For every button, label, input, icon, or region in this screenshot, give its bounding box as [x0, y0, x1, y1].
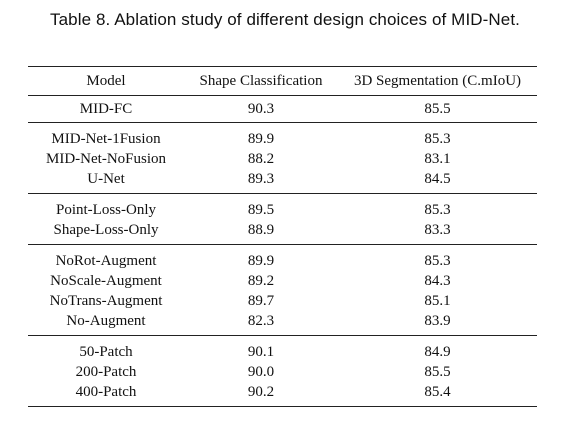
cell-3d-segmentation: 83.1 — [424, 151, 451, 167]
cell-3d-segmentation: 83.9 — [424, 313, 451, 329]
table-row: MID-Net-1Fusion 89.9 85.3 — [28, 122, 537, 149]
table-row: Point-Loss-Only 89.5 85.3 — [28, 193, 537, 220]
ablation-table-container: Model Shape Classification 3D Segmentati… — [28, 66, 537, 407]
table-row: 50-Patch 90.1 84.9 — [28, 335, 537, 362]
table-row: U-Net 89.3 84.5 — [28, 169, 537, 194]
ablation-table: Model Shape Classification 3D Segmentati… — [28, 66, 537, 407]
cell-shape-classification: 89.5 — [184, 193, 338, 220]
cell-model: Point-Loss-Only — [28, 193, 184, 220]
cell-shape-classification: 90.1 — [184, 335, 338, 362]
cell-model: 400-Patch — [28, 382, 184, 407]
table-group-baseline: MID-FC 90.3 85.5 — [28, 96, 537, 123]
table-row: 200-Patch 90.0 85.5 — [28, 362, 537, 382]
table-row: NoTrans-Augment 89.7 85.1 — [28, 291, 537, 311]
header-model: Model — [28, 66, 184, 96]
cell-3d-segmentation: 85.1 — [424, 293, 451, 309]
table-row: MID-Net-NoFusion 88.2 83.1 — [28, 149, 537, 169]
table-row: No-Augment 82.3 83.9 — [28, 311, 537, 336]
cell-shape-classification: 89.9 — [184, 244, 338, 271]
cell-model: MID-Net-1Fusion — [28, 122, 184, 149]
cell-model: MID-FC — [79, 101, 133, 117]
table-row: Shape-Loss-Only 88.9 83.3 — [28, 220, 537, 245]
cell-model: 50-Patch — [28, 335, 184, 362]
cell-3d-segmentation: 85.5 — [424, 101, 451, 117]
cell-3d-segmentation: 84.9 — [338, 335, 537, 362]
cell-model: NoScale-Augment — [50, 273, 162, 289]
table-group-patch: 50-Patch 90.1 84.9 200-Patch 90.0 85.5 4… — [28, 335, 537, 407]
table-row: NoRot-Augment 89.9 85.3 — [28, 244, 537, 271]
cell-model: NoRot-Augment — [28, 244, 184, 271]
cell-model: NoTrans-Augment — [49, 293, 163, 309]
cell-shape-classification: 90.3 — [247, 101, 275, 117]
table-group-architecture: MID-Net-1Fusion 89.9 85.3 MID-Net-NoFusi… — [28, 122, 537, 194]
cell-model: 200-Patch — [75, 364, 137, 380]
cell-shape-classification: 88.2 — [247, 151, 275, 167]
cell-3d-segmentation: 83.3 — [424, 222, 451, 238]
table-row: 400-Patch 90.2 85.4 — [28, 382, 537, 407]
cell-model: Shape-Loss-Only — [53, 222, 159, 238]
cell-shape-classification: 89.2 — [247, 273, 275, 289]
cell-3d-segmentation: 85.5 — [424, 364, 451, 380]
cell-3d-segmentation: 85.4 — [338, 382, 537, 407]
table-row: MID-FC 90.3 85.5 — [28, 96, 537, 123]
header-row: Model Shape Classification 3D Segmentati… — [28, 66, 537, 96]
cell-model: MID-Net-NoFusion — [46, 151, 166, 167]
cell-shape-classification: 88.9 — [247, 222, 275, 238]
table-header: Model Shape Classification 3D Segmentati… — [28, 66, 537, 96]
cell-shape-classification: 89.7 — [247, 293, 275, 309]
table-row: NoScale-Augment 89.2 84.3 — [28, 271, 537, 291]
table-caption: Table 8. Ablation study of different des… — [50, 10, 520, 29]
header-shape-classification: Shape Classification — [184, 66, 338, 96]
table-group-loss: Point-Loss-Only 89.5 85.3 Shape-Loss-Onl… — [28, 193, 537, 245]
cell-3d-segmentation: 85.3 — [338, 244, 537, 271]
cell-shape-classification: 89.3 — [247, 171, 275, 187]
table-group-augmentation: NoRot-Augment 89.9 85.3 NoScale-Augment … — [28, 244, 537, 336]
header-3d-segmentation: 3D Segmentation (C.mIoU) — [338, 66, 537, 96]
cell-shape-classification: 90.0 — [247, 364, 275, 380]
cell-3d-segmentation: 85.3 — [338, 193, 537, 220]
cell-model: No-Augment — [66, 313, 146, 329]
cell-shape-classification: 90.2 — [184, 382, 338, 407]
cell-3d-segmentation: 85.3 — [338, 122, 537, 149]
cell-3d-segmentation: 84.5 — [424, 171, 451, 187]
cell-shape-classification: 82.3 — [247, 313, 275, 329]
cell-3d-segmentation: 84.3 — [424, 273, 451, 289]
cell-model: U-Net — [87, 171, 125, 187]
cell-shape-classification: 89.9 — [184, 122, 338, 149]
